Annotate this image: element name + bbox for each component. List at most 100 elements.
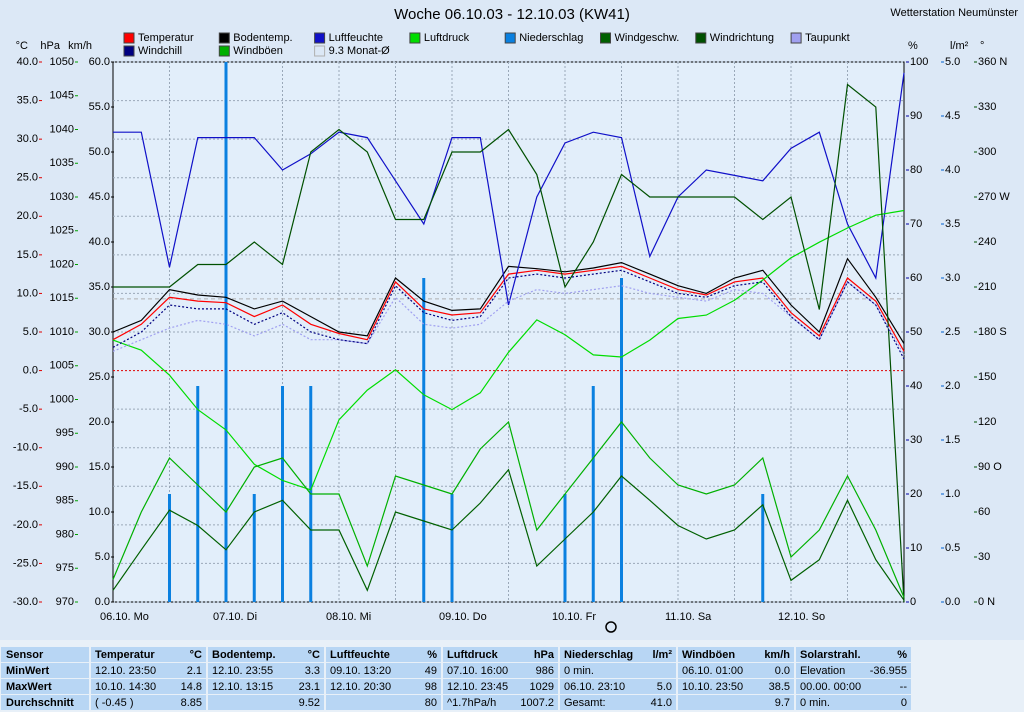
y-tick-label: 1050 bbox=[50, 56, 74, 68]
table-value: 23.1 bbox=[299, 681, 320, 693]
y-tick-label: 40.0 bbox=[17, 56, 38, 68]
series-line bbox=[112, 468, 905, 601]
precip-bar bbox=[591, 386, 595, 602]
table-cell bbox=[443, 679, 558, 694]
table-cell bbox=[796, 679, 911, 694]
y-tick-label: 0 bbox=[910, 596, 916, 608]
table-cell bbox=[208, 695, 324, 710]
table-value: 8.85 bbox=[181, 697, 202, 709]
table-value: 9.7 bbox=[775, 697, 790, 709]
y-tick-label: 2.5 bbox=[945, 326, 960, 338]
y-tick-label: 70 bbox=[910, 218, 922, 230]
station-name: Wetterstation Neumünster bbox=[890, 7, 1018, 19]
y-tick-label: -25.0 bbox=[13, 557, 38, 569]
y-tick-label: 40 bbox=[910, 380, 922, 392]
table-cell bbox=[1, 679, 89, 694]
table-cell bbox=[326, 663, 441, 678]
chart-title: Woche 06.10.03 - 12.10.03 (KW41) bbox=[394, 6, 630, 23]
y-tick-label: 970 bbox=[56, 596, 74, 608]
y-tick-label: -5.0 bbox=[19, 403, 38, 415]
y-tick-label: 30.0 bbox=[17, 133, 38, 145]
table-value: 9.52 bbox=[299, 697, 320, 709]
y-tick-label: 35.0 bbox=[89, 281, 110, 293]
nav-icon[interactable] bbox=[605, 621, 617, 633]
legend-swatch bbox=[409, 32, 421, 44]
legend-swatch bbox=[695, 32, 707, 44]
table-time: Gesamt: bbox=[564, 697, 606, 709]
table-cell bbox=[208, 679, 324, 694]
y-tick-label: -20.0 bbox=[13, 519, 38, 531]
legend-label: Temperatur bbox=[138, 32, 194, 44]
table-value: 38.5 bbox=[769, 681, 790, 693]
y-tick-label: 60 bbox=[910, 272, 922, 284]
table-group-name: Solarstrahl. bbox=[800, 649, 861, 661]
axis-title: km/h bbox=[68, 40, 92, 52]
y-tick-label: -15.0 bbox=[13, 480, 38, 492]
y-tick-label: 0 N bbox=[978, 596, 995, 608]
y-tick-label: 30.0 bbox=[89, 326, 110, 338]
table-value: 80 bbox=[425, 697, 437, 709]
table-group-name: Windböen bbox=[682, 649, 735, 661]
y-tick-label: 5.0 bbox=[95, 551, 110, 563]
precip-bar bbox=[281, 386, 284, 602]
table-value: 41.0 bbox=[651, 697, 672, 709]
legend-swatch bbox=[123, 45, 135, 57]
y-tick-label: 330 bbox=[978, 101, 996, 113]
table-value: -- bbox=[900, 681, 908, 693]
table-time: 12.10. 23:55 bbox=[212, 665, 273, 677]
y-tick-label: 1040 bbox=[50, 123, 74, 135]
y-tick-label: 20 bbox=[910, 488, 922, 500]
legend-swatch bbox=[314, 45, 326, 57]
y-tick-label: 270 W bbox=[978, 191, 1010, 203]
y-tick-label: 10.0 bbox=[17, 287, 38, 299]
y-tick-label: 1.0 bbox=[945, 488, 960, 500]
y-tick-label: 120 bbox=[978, 416, 996, 428]
legend-label: Windgeschw. bbox=[615, 32, 680, 44]
table-cell bbox=[560, 663, 676, 678]
y-tick-label: 50.0 bbox=[89, 146, 110, 158]
legend-swatch bbox=[314, 32, 326, 44]
y-tick-label: 1015 bbox=[50, 292, 74, 304]
legend-label: 9.3 Monat-Ø bbox=[329, 45, 391, 57]
table-cell bbox=[1, 663, 89, 678]
legend-swatch bbox=[790, 32, 802, 44]
x-tick-label: 11.10. Sa bbox=[665, 611, 712, 623]
table-group-name: Luftfeuchte bbox=[330, 649, 390, 661]
table-time: 12.10. 13:15 bbox=[212, 681, 273, 693]
y-tick-label: 60 bbox=[978, 506, 990, 518]
legend-label: Bodentemp. bbox=[233, 32, 292, 44]
table-value: 98 bbox=[425, 681, 437, 693]
y-tick-label: 0.0 bbox=[945, 596, 960, 608]
y-tick-label: 90 O bbox=[978, 461, 1002, 473]
y-tick-label: 1000 bbox=[50, 393, 74, 405]
legend-label: Windchill bbox=[138, 45, 182, 57]
axis-title: l/m² bbox=[950, 40, 969, 52]
y-tick-label: 0.5 bbox=[945, 542, 960, 554]
precip-bar bbox=[422, 278, 426, 602]
series-line bbox=[113, 72, 905, 306]
table-cell bbox=[678, 695, 794, 710]
legend-label: Windrichtung bbox=[710, 32, 774, 44]
table-time: 12.10. 23:50 bbox=[95, 665, 156, 677]
y-tick-label: 210 bbox=[978, 281, 996, 293]
table-cell bbox=[678, 663, 794, 678]
table-value: 0 bbox=[901, 697, 907, 709]
y-tick-label: 1035 bbox=[50, 157, 74, 169]
y-tick-label: 3.5 bbox=[945, 218, 960, 230]
x-tick-label: 07.10. Di bbox=[213, 611, 257, 623]
precip-bar bbox=[450, 494, 454, 602]
table-value: 0.0 bbox=[775, 665, 790, 677]
y-tick-label: 0.0 bbox=[23, 364, 38, 376]
axis-title: ° bbox=[980, 40, 984, 52]
y-tick-label: 3.0 bbox=[945, 272, 960, 284]
table-cell bbox=[443, 663, 558, 678]
y-tick-label: 360 N bbox=[978, 56, 1007, 68]
table-group-unit: % bbox=[427, 649, 437, 661]
series-line bbox=[112, 420, 905, 598]
y-tick-label: 4.5 bbox=[945, 110, 960, 122]
table-value: 986 bbox=[536, 665, 554, 677]
legend-label: Niederschlag bbox=[519, 32, 583, 44]
precip-bar bbox=[168, 494, 171, 602]
table-row-label: MinWert bbox=[6, 665, 50, 677]
table-value: 1007.2 bbox=[520, 697, 554, 709]
